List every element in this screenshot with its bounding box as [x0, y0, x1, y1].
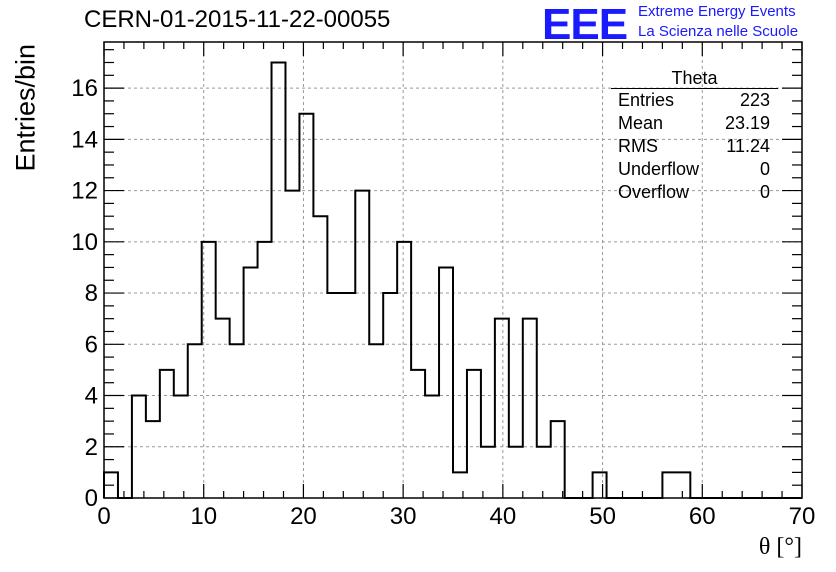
histogram-bin [383, 293, 397, 498]
stats-label: Underflow [618, 159, 700, 179]
histogram-bin [369, 344, 383, 498]
histogram-bin [593, 472, 607, 498]
stats-label: Entries [618, 90, 675, 110]
histogram-bin [481, 447, 495, 498]
histogram-bin [341, 293, 355, 498]
histogram-bin [230, 344, 244, 498]
stats-label: Mean [618, 113, 664, 133]
x-tick-label: 10 [190, 503, 217, 530]
x-tick-label: 20 [290, 503, 317, 530]
histogram-bin [146, 421, 160, 498]
x-tick-label: 30 [390, 503, 417, 530]
histogram-bin [411, 370, 425, 498]
histogram-bin [216, 319, 230, 498]
stats-row-entries: Entries 223 [611, 89, 778, 112]
logo-line-2: La Scienza nelle Scuole [638, 23, 799, 40]
logo-line-1: Extreme Energy Events [638, 3, 796, 20]
histogram-bin [397, 242, 411, 498]
stats-value: 0 [759, 182, 770, 202]
histogram-bin [313, 216, 327, 498]
histogram-bin [202, 242, 216, 498]
x-tick-label: 60 [689, 503, 716, 530]
stats-value: 0 [759, 159, 770, 179]
histogram-bin [537, 447, 551, 498]
stats-rows: Entries 223 Mean 23.19 RMS 11.24 Underflow 0 Ove… [611, 89, 778, 204]
x-tick-label: 50 [589, 503, 616, 530]
y-tick-label: 14 [71, 126, 98, 153]
y-tick-label: 4 [85, 383, 98, 410]
stats-label: RMS [618, 136, 658, 156]
histogram-bin [523, 319, 537, 498]
y-tick-label: 0 [85, 485, 98, 512]
stats-row-overflow: Overflow 0 [611, 181, 778, 204]
chart-title: CERN-01-2015-11-22-00055 [84, 6, 391, 33]
stats-value: 11.24 [726, 136, 770, 156]
stats-row-underflow: Underflow 0 [611, 158, 778, 181]
y-tick-label: 6 [85, 331, 98, 358]
histogram-bin [244, 267, 258, 498]
stats-box: Theta Entries 223 Mean 23.19 RMS 11.24 Underfl… [611, 68, 778, 204]
histogram-bin [160, 370, 174, 498]
histogram-bin [662, 472, 676, 498]
histogram-bin [509, 447, 523, 498]
stats-label: Overflow [618, 182, 690, 202]
y-tick-label: 8 [85, 280, 98, 307]
stats-row-rms: RMS 11.24 [611, 135, 778, 158]
x-axis-label: θ [°] [758, 534, 802, 560]
stats-value: 23.19 [724, 113, 770, 133]
histogram-bin [439, 267, 453, 498]
x-tick-label: 40 [490, 503, 517, 530]
y-tick-label: 2 [85, 434, 98, 461]
x-tick-label: 70 [789, 503, 816, 530]
histogram-bin [676, 472, 690, 498]
histogram-bin [551, 421, 565, 498]
stats-value: 223 [739, 90, 770, 110]
y-tick-label: 10 [71, 229, 98, 256]
histogram-bin [174, 396, 188, 498]
stats-row-mean: Mean 23.19 [611, 112, 778, 135]
histogram-bin [258, 242, 272, 498]
eee-logo: EEE [542, 0, 628, 49]
plot-frame [103, 41, 803, 499]
histogram-bin [495, 319, 509, 498]
x-tick-label: 0 [97, 503, 110, 530]
histogram-bin [299, 114, 313, 498]
histogram-bin [453, 472, 467, 498]
y-tick-label: 12 [71, 178, 98, 205]
stats-title: Theta [611, 68, 778, 89]
histogram-bin [188, 344, 202, 498]
y-tick-label: 16 [71, 75, 98, 102]
histogram-bin [467, 370, 481, 498]
histogram-bin [272, 62, 286, 498]
